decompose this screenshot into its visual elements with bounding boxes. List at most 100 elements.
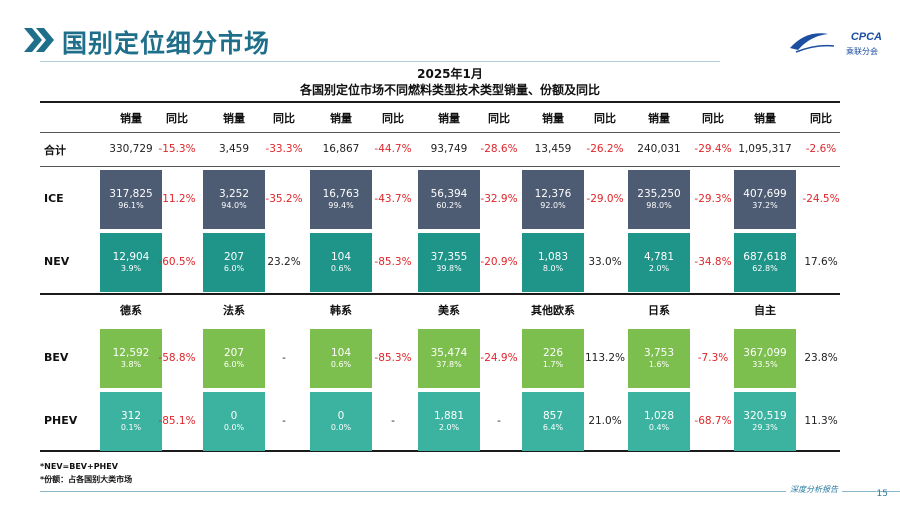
sales-value: 12,376 bbox=[534, 187, 572, 200]
share-value: 37.8% bbox=[436, 360, 462, 370]
page-number: 15 bbox=[876, 489, 888, 499]
sales-value: 12,904 bbox=[112, 250, 150, 263]
column-header-sales: 销量 bbox=[754, 112, 776, 125]
sales-cell: 16,763 99.4% bbox=[310, 170, 372, 229]
yoy-value: -15.3% bbox=[158, 143, 196, 155]
share-value: 0.1% bbox=[120, 423, 142, 433]
yoy-value: - bbox=[282, 414, 286, 427]
sales-value: 3,753 bbox=[643, 346, 675, 359]
sales-cell: 93,749 bbox=[418, 136, 480, 164]
share-value: 8.0% bbox=[542, 264, 564, 274]
sales-value: 330,729 bbox=[109, 143, 153, 156]
sales-value: 12,592 bbox=[112, 346, 150, 359]
row-label: 合计 bbox=[44, 144, 66, 157]
sales-value: 1,095,317 bbox=[738, 143, 792, 156]
sales-cell: 3,753 1.6% bbox=[628, 329, 690, 388]
column-header-sales: 销量 bbox=[120, 112, 142, 125]
sales-value: 37,355 bbox=[430, 250, 468, 263]
share-value: 6.0% bbox=[223, 264, 245, 274]
yoy-value: 11.3% bbox=[804, 414, 838, 427]
yoy-value: -7.3% bbox=[697, 351, 729, 364]
yoy-value: -35.2% bbox=[265, 192, 303, 205]
sales-cell: 1,881 2.0% bbox=[418, 392, 480, 451]
sales-value: 35,474 bbox=[430, 346, 468, 359]
row-label: ICE bbox=[44, 191, 64, 205]
header-divider bbox=[40, 61, 720, 62]
sales-cell: 16,867 bbox=[310, 136, 372, 164]
group-label: 美系 bbox=[438, 304, 460, 317]
sales-cell: 13,459 bbox=[522, 136, 584, 164]
page-title: 国别定位细分市场 bbox=[62, 29, 271, 58]
yoy-value: -32.9% bbox=[480, 192, 518, 205]
column-header-sales: 销量 bbox=[223, 112, 245, 125]
yoy-value: 23.2% bbox=[267, 255, 301, 268]
logo-text: CPCA bbox=[850, 31, 882, 43]
share-value: 37.2% bbox=[752, 201, 778, 211]
table-bottom-rule bbox=[40, 450, 840, 452]
sales-value: 93,749 bbox=[430, 143, 468, 156]
yoy-value: 21.0% bbox=[588, 414, 622, 427]
share-value: 92.0% bbox=[540, 201, 566, 211]
share-value: 62.8% bbox=[752, 264, 778, 274]
sales-value: 56,394 bbox=[430, 187, 468, 200]
share-value: 0.6% bbox=[330, 360, 352, 370]
yoy-value: -2.6% bbox=[805, 143, 837, 155]
note-nev-definition: *NEV=BEV+PHEV bbox=[40, 462, 118, 471]
table-top-rule bbox=[40, 101, 840, 103]
sales-value: 857 bbox=[542, 409, 564, 422]
sales-value: 1,028 bbox=[643, 409, 675, 422]
sales-cell: 207 6.0% bbox=[203, 233, 265, 292]
yoy-value: -20.9% bbox=[480, 255, 518, 268]
share-value: 99.4% bbox=[328, 201, 354, 211]
sales-value: 235,250 bbox=[637, 187, 681, 200]
sales-value: 317,825 bbox=[109, 187, 153, 200]
yoy-value: 113.2% bbox=[584, 351, 626, 364]
sales-value: 16,763 bbox=[322, 187, 360, 200]
sales-value: 0 bbox=[230, 409, 238, 422]
header-rule bbox=[40, 132, 840, 133]
row-label: PHEV bbox=[44, 413, 78, 427]
yoy-value: -33.3% bbox=[265, 143, 303, 155]
chart-title-date: 2025年1月 bbox=[417, 67, 483, 81]
share-value: 3.8% bbox=[120, 360, 142, 370]
share-value: 2.0% bbox=[438, 423, 460, 433]
yoy-value: -58.8% bbox=[158, 351, 196, 364]
sales-cell: 330,729 bbox=[100, 136, 162, 164]
sales-value: 13,459 bbox=[534, 143, 572, 156]
sales-cell: 4,781 2.0% bbox=[628, 233, 690, 292]
column-header-yoy: 同比 bbox=[382, 112, 404, 125]
yoy-value: - bbox=[391, 414, 395, 427]
footer-label: 深度分析报告 bbox=[786, 484, 842, 495]
column-header-yoy: 同比 bbox=[166, 112, 188, 125]
sales-cell: 104 0.6% bbox=[310, 233, 372, 292]
sales-cell: 12,592 3.8% bbox=[100, 329, 162, 388]
column-header-sales: 销量 bbox=[542, 112, 564, 125]
group-label: 其他欧系 bbox=[531, 304, 575, 317]
group-label: 自主 bbox=[754, 304, 776, 317]
yoy-value: -60.5% bbox=[158, 255, 196, 268]
sales-cell: 1,095,317 bbox=[734, 136, 796, 164]
sales-value: 312 bbox=[120, 409, 142, 422]
share-value: 0.0% bbox=[330, 423, 352, 433]
total-rule bbox=[40, 166, 840, 167]
yoy-value: - bbox=[282, 351, 286, 364]
sales-cell: 3,252 94.0% bbox=[203, 170, 265, 229]
share-value: 60.2% bbox=[436, 201, 462, 211]
sales-value: 207 bbox=[223, 346, 245, 359]
group-label: 日系 bbox=[648, 304, 670, 317]
yoy-value: -43.7% bbox=[374, 192, 412, 205]
logo-subtitle: 乘联分会 bbox=[846, 47, 878, 56]
yoy-value: -85.3% bbox=[374, 255, 412, 268]
sales-cell: 12,904 3.9% bbox=[100, 233, 162, 292]
share-value: 6.0% bbox=[223, 360, 245, 370]
yoy-value: -85.1% bbox=[158, 414, 196, 427]
group-label: 德系 bbox=[120, 304, 142, 317]
sales-cell: 226 1.7% bbox=[522, 329, 584, 388]
group-label: 韩系 bbox=[330, 304, 352, 317]
sales-cell: 12,376 92.0% bbox=[522, 170, 584, 229]
column-header-yoy: 同比 bbox=[810, 112, 832, 125]
column-header-sales: 销量 bbox=[648, 112, 670, 125]
yoy-value: -28.6% bbox=[480, 143, 518, 155]
share-value: 33.5% bbox=[752, 360, 778, 370]
section-rule bbox=[40, 293, 840, 295]
